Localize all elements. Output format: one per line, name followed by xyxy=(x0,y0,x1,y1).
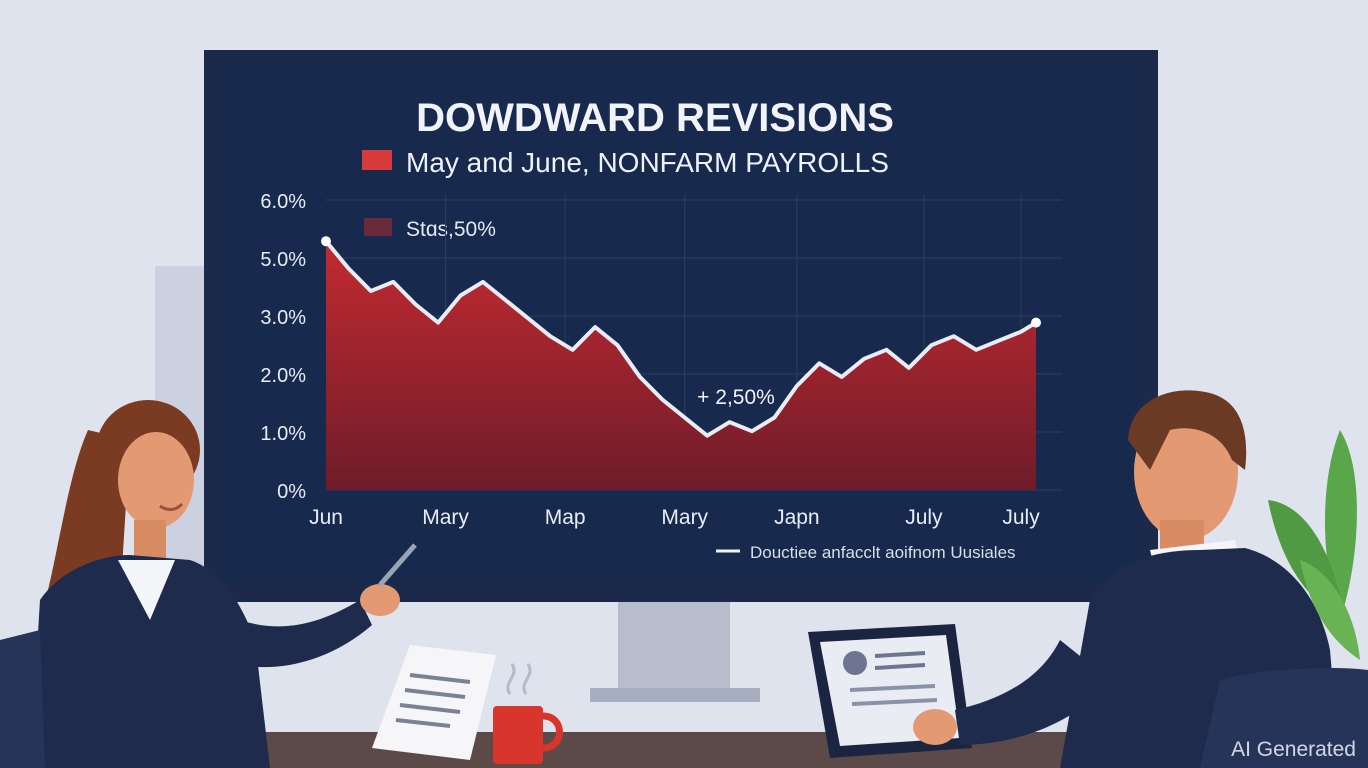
x-tick-label: Mary xyxy=(422,506,469,529)
desk xyxy=(150,732,1200,768)
woman-presenter xyxy=(30,400,417,768)
plant xyxy=(1268,430,1360,660)
chair xyxy=(1200,668,1368,768)
pointer-pen xyxy=(378,543,417,587)
series-endpoint xyxy=(1031,317,1041,328)
paper-document xyxy=(372,645,496,760)
area-fill xyxy=(326,241,1036,490)
inner-legend-swatch xyxy=(364,218,392,236)
x-tick-label: Jun xyxy=(309,506,343,529)
chart-annotation: + 2,50% xyxy=(697,386,775,409)
legend-label: May and June, NONFARM PAYROLLS xyxy=(406,147,889,178)
woman-hand xyxy=(360,584,400,616)
y-tick-label: 3.0% xyxy=(260,307,306,329)
x-tick-label: Map xyxy=(545,506,586,529)
x-axis-ticks: Jun Mary Map Mary Japn July July xyxy=(309,506,1040,529)
x-tick-label: Mary xyxy=(661,506,708,529)
x-tick-label: Japn xyxy=(774,506,820,529)
chart-area-series xyxy=(321,236,1041,490)
woman-shirt xyxy=(118,560,175,620)
woman-arm xyxy=(200,600,372,668)
y-axis-ticks: 6.0% 5.0% 3.0% 2.0% 1.0% 0% xyxy=(260,191,306,503)
monitor-stand xyxy=(618,600,730,692)
man-hand xyxy=(913,709,957,745)
chair-left xyxy=(0,630,45,768)
series-line xyxy=(324,239,1038,438)
woman-mouth xyxy=(159,502,184,511)
y-tick-label: 1.0% xyxy=(260,423,306,445)
y-tick-label: 6.0% xyxy=(260,191,306,213)
ai-generated-watermark: AI Generated xyxy=(1231,738,1356,761)
x-tick-label: July xyxy=(1002,506,1040,529)
monitor-stand-base xyxy=(590,688,760,702)
chart-title: DOWDWARD REVISIONS xyxy=(416,96,894,140)
man-hair xyxy=(1128,390,1247,470)
y-tick-label: 2.0% xyxy=(260,365,306,387)
coffee-mug xyxy=(493,663,563,764)
bottom-legend-label: Douctiee anfacclt aoifnom Uusiales xyxy=(750,543,1016,562)
x-tick-label: July xyxy=(905,506,943,529)
legend-swatch xyxy=(362,150,392,170)
y-tick-label: 0% xyxy=(277,481,306,503)
series-endpoint xyxy=(321,236,331,247)
woman-neck xyxy=(134,520,166,560)
man-arm xyxy=(955,640,1110,745)
y-tick-label: 5.0% xyxy=(260,249,306,271)
woman-face xyxy=(118,432,194,528)
inner-legend-label: Stɑs,50% xyxy=(406,218,496,241)
